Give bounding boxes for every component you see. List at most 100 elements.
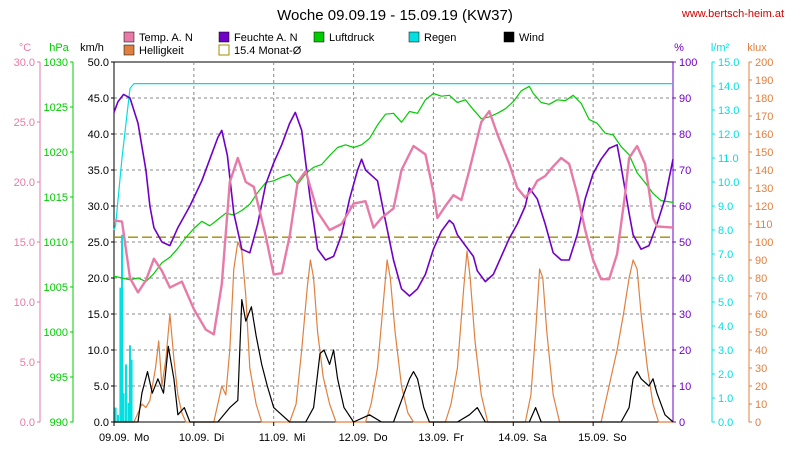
series-feuchte (113, 93, 674, 297)
tick-label-regen: 3.0 (718, 345, 733, 357)
legend-label-helligkeit: Helligkeit (139, 45, 184, 57)
tick-label-helligkeit: 60 (755, 309, 767, 321)
tick-label-helligkeit: 120 (755, 201, 773, 213)
tick-label-wind: 10.0 (88, 345, 109, 357)
axes: 0.05.010.015.020.025.030.099099510001005… (14, 57, 774, 429)
legend-swatch-feuchte (218, 31, 230, 43)
tick-label-helligkeit: 20 (755, 381, 767, 393)
tick-label-regen: 1.0 (718, 393, 733, 405)
tick-label-temp: 20.0 (14, 177, 35, 189)
x-tick-label-date: 14.09. (498, 432, 529, 444)
tick-label-helligkeit: 150 (755, 147, 773, 159)
unit-label-feuchte: % (674, 42, 684, 54)
tick-label-helligkeit: 0 (755, 417, 761, 429)
tick-label-regen: 0.0 (718, 417, 733, 429)
x-tick-label-date: 15.09. (578, 432, 609, 444)
unit-label-regen: l/m² (711, 42, 730, 54)
legend-swatch-helligkeit (123, 44, 135, 56)
tick-label-wind: 45.0 (88, 93, 109, 105)
x-tick-label-date: 13.09. (418, 432, 449, 444)
tick-label-helligkeit: 50 (755, 327, 767, 339)
tick-label-feuchte: 40 (679, 273, 691, 285)
tick-label-helligkeit: 40 (755, 345, 767, 357)
tick-label-luftdruck: 1025 (44, 102, 68, 114)
tick-label-helligkeit: 70 (755, 291, 767, 303)
tick-label-wind: 30.0 (88, 201, 109, 213)
tick-label-helligkeit: 30 (755, 363, 767, 375)
chart-title: Woche 09.09.19 - 15.09.19 (KW37) (277, 7, 513, 24)
legend: Temp. A. N Feuchte A. N Luftdruck Regen … (123, 31, 544, 57)
legend-label-regen: Regen (424, 32, 456, 44)
x-tick-label-day: Do (374, 432, 388, 444)
tick-label-feuchte: 90 (679, 93, 691, 105)
grid (113, 61, 674, 423)
tick-label-feuchte: 30 (679, 309, 691, 321)
series (113, 82, 674, 423)
tick-label-regen: 12.0 (718, 129, 739, 141)
tick-label-regen: 2.0 (718, 369, 733, 381)
tick-label-feuchte: 100 (679, 57, 697, 69)
tick-label-helligkeit: 80 (755, 273, 767, 285)
x-tick-label-date: 10.09. (179, 432, 210, 444)
tick-label-feuchte: 70 (679, 165, 691, 177)
legend-swatch-temp (123, 31, 135, 43)
legend-label-luftdruck: Luftdruck (329, 32, 375, 44)
tick-label-helligkeit: 190 (755, 75, 773, 87)
unit-label-wind: km/h (80, 42, 104, 54)
tick-label-helligkeit: 100 (755, 237, 773, 249)
tick-label-regen: 4.0 (718, 321, 733, 333)
tick-label-wind: 40.0 (88, 129, 109, 141)
tick-label-luftdruck: 1000 (44, 327, 68, 339)
tick-label-luftdruck: 1005 (44, 282, 68, 294)
series-wind (114, 299, 674, 423)
tick-label-helligkeit: 160 (755, 129, 773, 141)
tick-label-helligkeit: 180 (755, 93, 773, 105)
tick-label-temp: 15.0 (14, 237, 35, 249)
tick-label-regen: 7.0 (718, 249, 733, 261)
x-tick-label-day: So (613, 432, 626, 444)
tick-label-regen: 10.0 (718, 177, 739, 189)
tick-label-feuchte: 80 (679, 129, 691, 141)
tick-label-luftdruck: 1030 (44, 57, 68, 69)
tick-label-regen: 15.0 (718, 57, 739, 69)
tick-label-helligkeit: 170 (755, 111, 773, 123)
x-axis-labels: 09.09. Mo 10.09. Di 11.09. Mi 12.09. Do 13.09. Fr… (99, 422, 627, 444)
unit-label-luftdruck: hPa (49, 42, 69, 54)
tick-label-regen: 11.0 (718, 153, 739, 165)
tick-label-regen: 5.0 (718, 297, 733, 309)
legend-swatch-luftdruck (313, 31, 325, 43)
tick-label-luftdruck: 1020 (44, 147, 68, 159)
tick-label-feuchte: 20 (679, 345, 691, 357)
tick-label-feuchte: 60 (679, 201, 691, 213)
tick-label-luftdruck: 995 (50, 372, 68, 384)
tick-label-wind: 5.0 (94, 381, 109, 393)
x-tick-label-day: Fr (453, 432, 464, 444)
unit-label-helligkeit: klux (747, 42, 767, 54)
tick-label-feuchte: 10 (679, 381, 691, 393)
tick-label-feuchte: 0 (679, 417, 685, 429)
tick-label-temp: 10.0 (14, 297, 35, 309)
x-tick-label-day: Di (214, 432, 224, 444)
tick-label-regen: 6.0 (718, 273, 733, 285)
tick-label-wind: 0.0 (94, 417, 109, 429)
tick-label-helligkeit: 130 (755, 183, 773, 195)
tick-label-wind: 25.0 (88, 237, 109, 249)
x-tick-label-date: 11.09. (259, 432, 289, 444)
site-link[interactable]: www.bertsch-heim.at (681, 8, 784, 20)
series-temp (113, 109, 674, 336)
tick-label-temp: 5.0 (20, 357, 35, 369)
plot-frame (113, 61, 674, 423)
tick-label-regen: 9.0 (718, 201, 733, 213)
tick-label-regen: 13.0 (718, 105, 739, 117)
x-tick-label-day: Mi (294, 432, 306, 444)
series-helligkeit (114, 241, 673, 423)
tick-label-temp: 25.0 (14, 117, 35, 129)
x-tick-label-date: 12.09. (339, 432, 370, 444)
tick-label-luftdruck: 1010 (44, 237, 68, 249)
tick-label-helligkeit: 110 (755, 219, 773, 231)
tick-label-regen: 14.0 (718, 81, 739, 93)
tick-label-helligkeit: 10 (755, 399, 767, 411)
tick-label-feuchte: 50 (679, 237, 691, 249)
tick-label-helligkeit: 200 (755, 57, 773, 69)
x-tick-label-date: 09.09. (99, 432, 130, 444)
